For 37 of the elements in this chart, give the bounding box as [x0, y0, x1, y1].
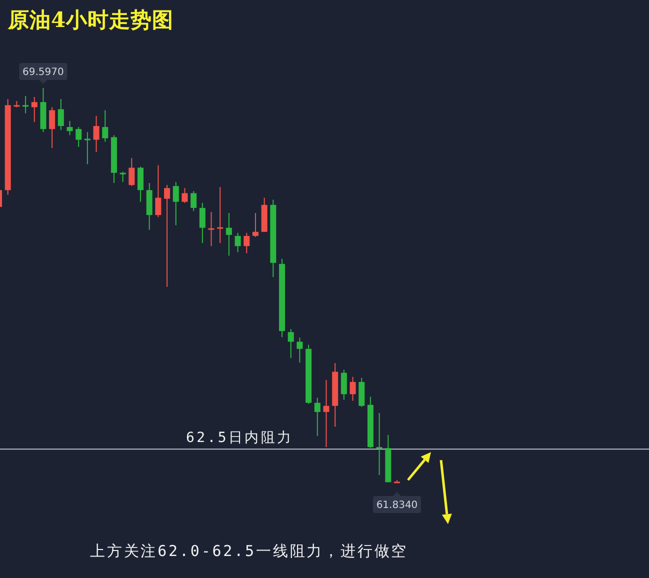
candlestick	[182, 188, 188, 204]
candlestick	[128, 158, 135, 187]
candlestick	[217, 186, 224, 244]
chart-title: 原油4小时走势图	[7, 7, 174, 32]
candlestick	[296, 337, 303, 364]
candlestick	[190, 190, 197, 212]
candlestick	[49, 106, 56, 148]
candlestick	[138, 166, 144, 202]
candlestick	[66, 120, 73, 136]
annotation: 69.5970	[22, 67, 64, 78]
candlestick	[102, 110, 108, 142]
candlestick	[155, 164, 162, 218]
candlestick	[22, 95, 29, 114]
text: 上方关注62.0-62.5一线阻力，进行做空	[90, 542, 408, 560]
candlestick	[252, 212, 258, 238]
candlestick	[234, 232, 241, 253]
candlestick	[199, 202, 206, 244]
candlestick	[288, 328, 294, 359]
candlestick	[31, 96, 38, 122]
candlestick	[58, 98, 64, 131]
candlestick	[84, 132, 90, 165]
ref-line-label: 62.5日内阻力	[186, 430, 294, 446]
candlestick	[340, 369, 347, 400]
candlestick	[172, 181, 179, 226]
candlestick	[376, 412, 382, 476]
candlestick	[120, 171, 126, 182]
candlestick	[244, 232, 250, 254]
candlestick	[164, 184, 170, 288]
candlestick	[358, 377, 365, 408]
candlestick	[76, 126, 82, 148]
candlestick	[226, 212, 232, 256]
annotation: 61.8340	[376, 500, 418, 511]
candlestick	[323, 379, 330, 448]
candlestick	[350, 376, 356, 402]
candlestick	[93, 115, 100, 152]
candlestick	[314, 397, 320, 436]
candlestick	[208, 212, 214, 247]
